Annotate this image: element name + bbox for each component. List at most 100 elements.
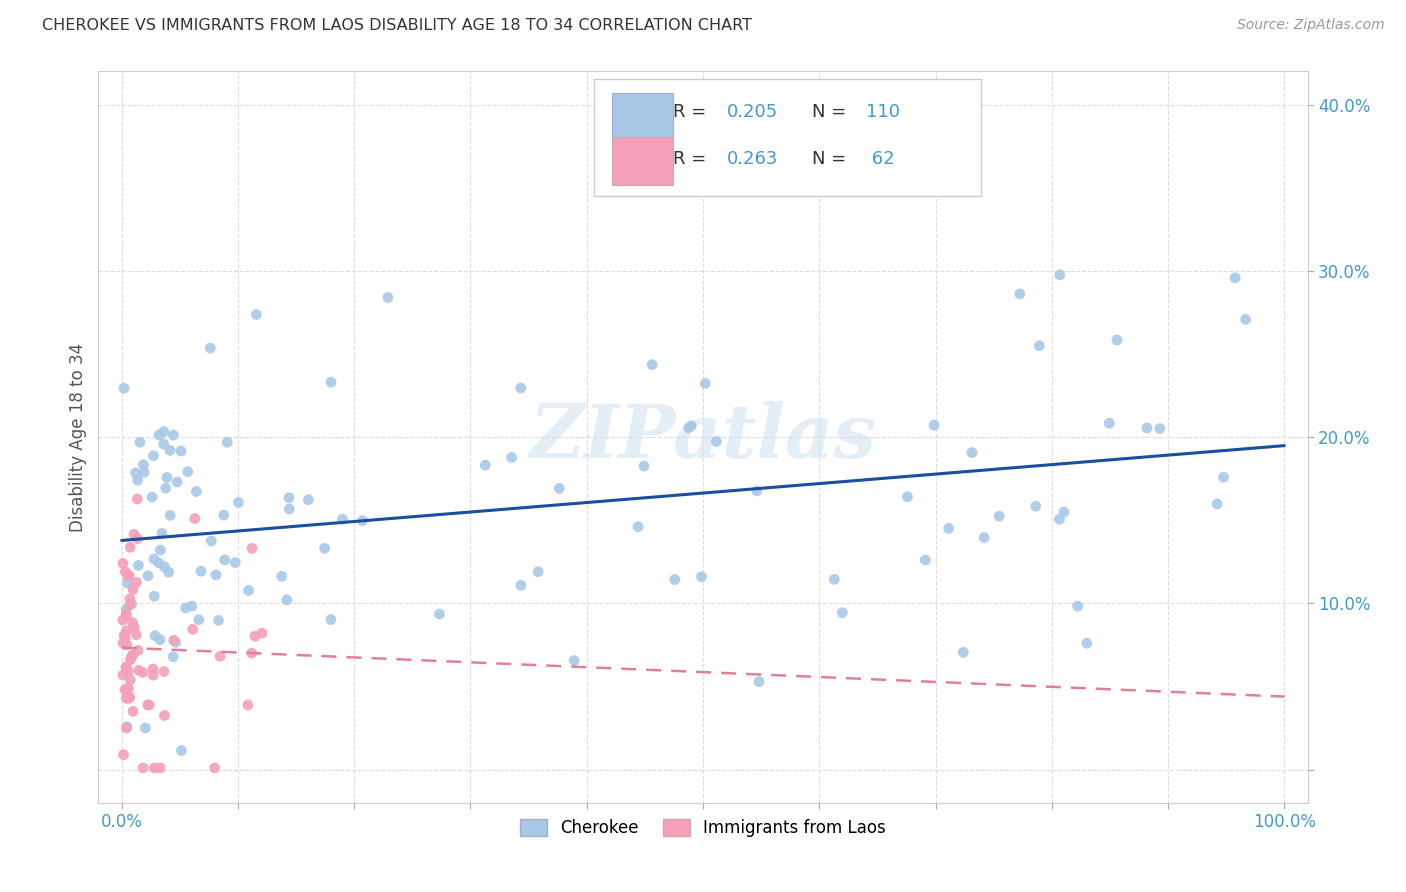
Point bbox=[352, 514, 374, 528]
Point bbox=[914, 553, 936, 567]
Text: R =: R = bbox=[672, 103, 711, 120]
Point bbox=[128, 663, 150, 677]
Point bbox=[238, 583, 260, 598]
Point bbox=[120, 598, 142, 612]
Point bbox=[117, 568, 139, 582]
Legend: Cherokee, Immigrants from Laos: Cherokee, Immigrants from Laos bbox=[512, 811, 894, 846]
Point bbox=[118, 568, 141, 582]
Text: 62: 62 bbox=[866, 150, 894, 168]
Point bbox=[149, 761, 172, 775]
FancyBboxPatch shape bbox=[595, 78, 981, 195]
Point bbox=[117, 681, 139, 696]
Point bbox=[115, 661, 138, 675]
Text: Source: ZipAtlas.com: Source: ZipAtlas.com bbox=[1237, 18, 1385, 32]
Point bbox=[1105, 333, 1128, 347]
Point bbox=[115, 720, 138, 734]
Point bbox=[187, 613, 209, 627]
Point bbox=[127, 643, 149, 657]
Point bbox=[143, 589, 166, 603]
Point bbox=[114, 565, 136, 579]
Point bbox=[118, 691, 141, 706]
Point bbox=[228, 495, 250, 509]
Point bbox=[319, 613, 342, 627]
Point bbox=[664, 573, 686, 587]
Point bbox=[157, 566, 180, 580]
Point bbox=[200, 341, 222, 355]
Point bbox=[207, 613, 229, 627]
Point bbox=[695, 376, 717, 391]
Point bbox=[127, 491, 149, 506]
Point bbox=[270, 569, 292, 583]
Point bbox=[973, 531, 995, 545]
Point bbox=[122, 705, 145, 719]
Point bbox=[132, 458, 155, 472]
Point bbox=[127, 558, 149, 573]
Point bbox=[1049, 512, 1071, 526]
Text: N =: N = bbox=[811, 103, 852, 120]
Point bbox=[115, 624, 138, 638]
Point bbox=[136, 698, 159, 712]
Point bbox=[1206, 497, 1229, 511]
Point bbox=[115, 607, 138, 621]
Point bbox=[938, 521, 960, 535]
Point bbox=[111, 613, 134, 627]
Point bbox=[115, 691, 138, 706]
Point bbox=[166, 475, 188, 489]
Point bbox=[212, 508, 235, 523]
Point bbox=[509, 381, 531, 395]
Point bbox=[111, 668, 134, 682]
Point bbox=[121, 648, 143, 662]
Point bbox=[120, 673, 142, 687]
Point bbox=[474, 458, 496, 472]
Point bbox=[224, 556, 246, 570]
Point bbox=[149, 543, 172, 558]
Point bbox=[250, 626, 273, 640]
Point bbox=[115, 609, 138, 624]
Point bbox=[276, 593, 298, 607]
Point bbox=[134, 465, 156, 479]
Point bbox=[429, 607, 451, 621]
Point bbox=[143, 761, 166, 775]
Point bbox=[1076, 636, 1098, 650]
Point bbox=[112, 381, 135, 395]
Point bbox=[205, 568, 228, 582]
Point bbox=[170, 444, 193, 458]
Point bbox=[214, 553, 236, 567]
Text: R =: R = bbox=[672, 150, 711, 168]
Point bbox=[159, 443, 181, 458]
Point bbox=[155, 481, 177, 495]
FancyBboxPatch shape bbox=[613, 94, 672, 141]
Point bbox=[122, 527, 145, 541]
Point bbox=[706, 434, 728, 449]
Point bbox=[180, 599, 202, 614]
Point bbox=[112, 628, 135, 642]
Point bbox=[127, 532, 149, 546]
Point bbox=[162, 649, 184, 664]
Point bbox=[165, 635, 187, 649]
Point bbox=[142, 552, 165, 566]
Point bbox=[111, 556, 134, 570]
Point bbox=[278, 491, 301, 505]
Point bbox=[141, 490, 163, 504]
Point bbox=[209, 649, 232, 664]
FancyBboxPatch shape bbox=[613, 137, 672, 185]
Point bbox=[562, 654, 585, 668]
Point bbox=[153, 708, 176, 723]
Point bbox=[152, 437, 174, 451]
Point bbox=[1028, 339, 1050, 353]
Point bbox=[115, 575, 138, 590]
Point bbox=[831, 606, 853, 620]
Point bbox=[149, 632, 172, 647]
Text: CHEROKEE VS IMMIGRANTS FROM LAOS DISABILITY AGE 18 TO 34 CORRELATION CHART: CHEROKEE VS IMMIGRANTS FROM LAOS DISABIL… bbox=[42, 18, 752, 33]
Point bbox=[314, 541, 336, 556]
Point bbox=[132, 761, 155, 775]
Point bbox=[138, 698, 160, 712]
Point bbox=[952, 645, 974, 659]
Point bbox=[170, 743, 193, 757]
Point bbox=[200, 533, 222, 548]
Point bbox=[122, 582, 145, 597]
Point bbox=[115, 602, 138, 616]
Point bbox=[748, 674, 770, 689]
Point bbox=[174, 601, 197, 615]
Point bbox=[278, 502, 301, 516]
